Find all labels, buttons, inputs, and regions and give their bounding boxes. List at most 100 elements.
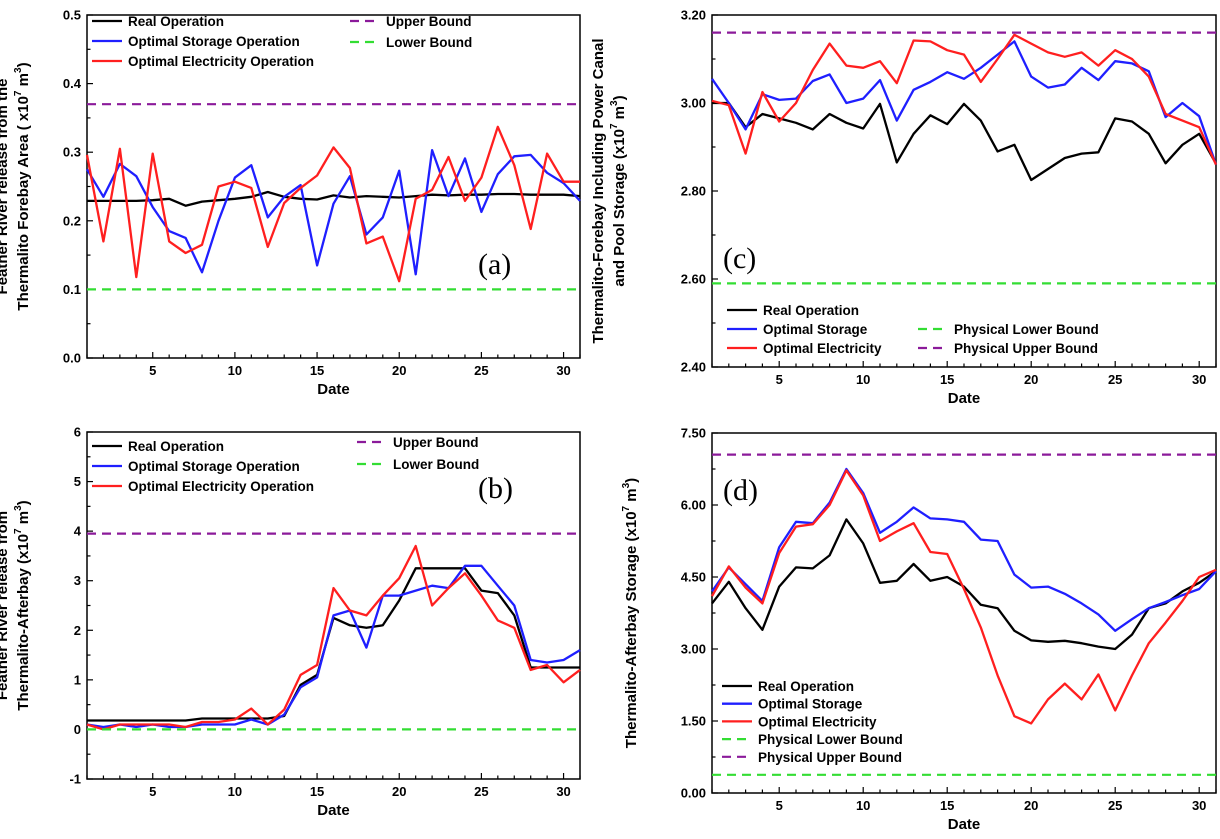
legend-label: Optimal Electricity — [758, 714, 877, 729]
x-tick-label: 10 — [228, 363, 242, 378]
x-tick-label: 20 — [1024, 372, 1038, 387]
x-tick-label: 25 — [1108, 798, 1122, 813]
panel-label: (d) — [723, 474, 758, 507]
y-tick-label: 6 — [74, 425, 81, 440]
y-axis-label-line: Feather River release from the — [0, 79, 11, 295]
series-line-storage — [711, 467, 1217, 632]
legend-label: Optimal Storage Operation — [128, 34, 300, 49]
panel-label: (a) — [478, 248, 511, 281]
series-line-storage — [86, 148, 581, 276]
y-axis-label-line: Thermalito Forebay Area ( x107 m3) — [13, 62, 32, 310]
legend-label: Optimal Storage — [758, 697, 863, 712]
legend-label: Physical Upper Bound — [758, 750, 902, 765]
panel-label: (c) — [723, 242, 756, 275]
legend-label: Optimal Electricity — [763, 341, 882, 356]
y-axis-label-line: Thermalito-Forebay Including Power Canal — [590, 38, 607, 343]
x-axis-label: Date — [948, 816, 981, 833]
series-line-electricity — [711, 33, 1218, 166]
y-tick-label: 7.50 — [681, 426, 706, 441]
legend-label: Real Operation — [128, 14, 224, 29]
y-tick-label: 0.1 — [63, 282, 81, 297]
x-tick-label: 30 — [556, 363, 570, 378]
chart-panel-a: 5 10 15 20 25 30 0.0 0.1 0.2 0.3 0.4 0.5 Date Feather… — [0, 8, 581, 398]
x-tick-label: 30 — [1192, 798, 1206, 813]
legend-label: Optimal Electricity Operation — [128, 54, 314, 69]
y-axis-label-line: Feather River release from — [0, 511, 11, 700]
legend-label: Real Operation — [763, 303, 859, 318]
y-axis-label: Feather River release from theThermalito… — [0, 62, 32, 310]
series-line-storage — [86, 564, 581, 729]
y-tick-label: 3.00 — [681, 642, 706, 657]
x-tick-label: 30 — [1192, 372, 1206, 387]
legend-label: Real Operation — [758, 679, 854, 694]
y-axis-label-line: Thermalito-Afterbay Storage (x107 m3) — [621, 478, 640, 748]
series-line-storage — [711, 40, 1218, 165]
series-line-electricity — [86, 544, 581, 731]
legend-label: Optimal Storage Operation — [128, 459, 300, 474]
y-tick-label: 0.2 — [63, 213, 81, 228]
legend-label: Optimal Electricity Operation — [128, 479, 314, 494]
y-tick-label: 2.40 — [681, 360, 706, 375]
legend-label: Physical Lower Bound — [954, 322, 1099, 337]
y-tick-label: 3 — [74, 573, 81, 588]
series-line-real — [87, 190, 581, 207]
y-axis-label: Thermalito-Forebay Including Power Canal… — [590, 38, 628, 343]
y-axis-label-line: and Pool Storage (x107 m3) — [609, 95, 628, 286]
y-axis-label: Feather River release fromThermalito-Aft… — [0, 500, 32, 710]
legend-label: Physical Upper Bound — [954, 341, 1098, 356]
y-tick-label: 1.50 — [681, 714, 706, 729]
y-tick-label: 5 — [74, 474, 81, 489]
y-tick-label: 0.5 — [63, 8, 81, 23]
legend-label: Upper Bound — [386, 14, 472, 29]
y-tick-label: 3.20 — [681, 8, 706, 23]
panel-label: (b) — [478, 472, 513, 505]
y-tick-label: 0.0 — [63, 351, 81, 366]
legend-label: Physical Lower Bound — [758, 732, 903, 747]
y-tick-label: -1 — [69, 772, 81, 787]
chart-panel-c: 5 10 15 20 25 30 2.40 2.60 2.80 3.00 3.20 Date Therm… — [590, 8, 1218, 407]
legend-label: Lower Bound — [386, 35, 472, 50]
series-line-electricity — [710, 469, 1217, 725]
x-tick-label: 15 — [310, 784, 324, 799]
x-tick-label: 5 — [149, 784, 156, 799]
x-tick-label: 25 — [1108, 372, 1122, 387]
y-tick-label: 0.3 — [63, 145, 81, 160]
y-tick-label: 0 — [74, 722, 81, 737]
x-tick-label: 5 — [149, 363, 156, 378]
x-tick-label: 15 — [940, 798, 954, 813]
y-axis-label: Thermalito-Afterbay Storage (x107 m3) — [621, 478, 640, 748]
x-axis-label: Date — [948, 390, 981, 407]
chart-panel-b: 5 10 15 20 25 30 -1 0 1 2 3 4 5 6 Date Feather River re… — [0, 425, 581, 819]
x-tick-label: 10 — [856, 372, 870, 387]
x-tick-label: 10 — [856, 798, 870, 813]
x-axis-label: Date — [317, 802, 350, 819]
y-tick-label: 3.00 — [681, 96, 706, 111]
x-tick-label: 15 — [310, 363, 324, 378]
y-tick-label: 4.50 — [681, 570, 706, 585]
x-tick-label: 20 — [1024, 798, 1038, 813]
y-tick-label: 4 — [74, 524, 82, 539]
legend-label: Lower Bound — [393, 457, 479, 472]
x-tick-label: 5 — [776, 372, 783, 387]
x-tick-label: 5 — [776, 798, 783, 813]
chart-panel-d: 5 10 15 20 25 30 0.00 1.50 3.00 4.50 6.00 7.50 Date T… — [621, 426, 1217, 833]
x-tick-label: 20 — [392, 784, 406, 799]
x-tick-label: 25 — [474, 784, 488, 799]
series-line-electricity — [85, 125, 580, 283]
y-axis-label-line: Thermalito-Afterbay (x107 m3) — [13, 500, 32, 710]
y-tick-label: 6.00 — [681, 498, 706, 513]
series-line-real — [712, 101, 1218, 182]
legend-label: Optimal Storage — [763, 322, 868, 337]
y-tick-label: 2.60 — [681, 272, 706, 287]
legend-label: Real Operation — [128, 439, 224, 454]
x-axis-label: Date — [317, 381, 350, 398]
x-tick-label: 15 — [940, 372, 954, 387]
x-tick-label: 20 — [392, 363, 406, 378]
x-tick-label: 25 — [474, 363, 488, 378]
x-tick-label: 10 — [228, 784, 242, 799]
legend-label: Upper Bound — [393, 435, 479, 450]
y-tick-label: 2.80 — [681, 184, 706, 199]
y-tick-label: 1 — [74, 672, 81, 687]
y-tick-label: 0.00 — [681, 786, 706, 801]
